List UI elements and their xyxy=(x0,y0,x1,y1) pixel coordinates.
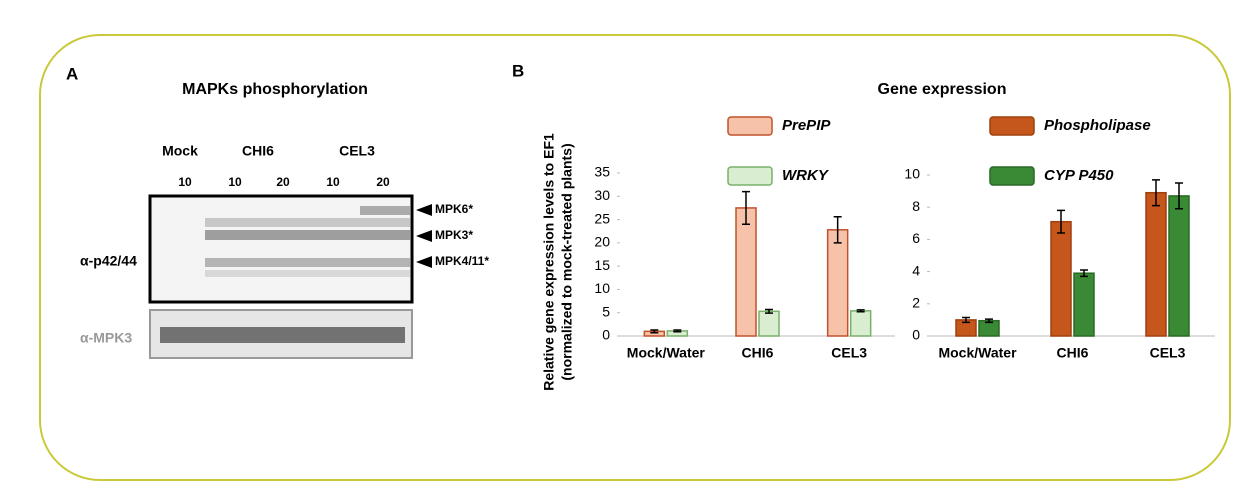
error-bar xyxy=(673,329,682,333)
blot xyxy=(148,194,414,359)
lane-label: 10 xyxy=(178,175,192,189)
error-bar xyxy=(985,318,993,324)
legend-label: WRKY xyxy=(782,167,830,184)
lane-label: 10 xyxy=(326,175,340,189)
bar xyxy=(758,310,780,337)
legend-swatch xyxy=(989,116,1035,136)
y-axis-label: (normalized to mock-treated plants) xyxy=(559,143,575,380)
y-axis-label: Relative gene expression levels to EF1 xyxy=(541,133,557,391)
error-bar xyxy=(962,316,970,324)
x-tick-label: CHI6 xyxy=(1057,345,1089,361)
legend-swatch xyxy=(989,166,1035,186)
y-tick-label: 8 xyxy=(912,198,920,214)
legend-swatch xyxy=(727,116,773,136)
bar xyxy=(1050,220,1072,337)
band-label: MPK4/11* xyxy=(435,254,489,268)
y-tick-label: 4 xyxy=(912,262,920,278)
antibody-label: α-MPK3 xyxy=(80,330,132,346)
error-bar xyxy=(650,329,659,334)
bar xyxy=(1145,191,1167,337)
error-bar xyxy=(1152,179,1160,207)
lane-label: 10 xyxy=(228,175,242,189)
bar xyxy=(1073,272,1095,337)
error-bar xyxy=(833,216,842,244)
x-tick-label: CHI6 xyxy=(742,345,774,361)
group-label: CEL3 xyxy=(339,143,375,159)
y-tick-label: 10 xyxy=(594,280,610,296)
error-bar xyxy=(1080,269,1088,278)
y-tick-label: 20 xyxy=(594,234,610,250)
y-tick-label: 25 xyxy=(594,210,610,226)
legend-label: CYP P450 xyxy=(1044,167,1114,184)
error-bar xyxy=(742,190,750,225)
bar xyxy=(849,310,872,337)
error-bar xyxy=(856,309,865,313)
band-arrow xyxy=(416,230,432,242)
panel-label: B xyxy=(512,61,524,80)
band-label: MPK6* xyxy=(435,202,473,216)
panel-label: A xyxy=(66,64,78,83)
y-tick-label: 10 xyxy=(904,166,920,182)
y-tick-label: 2 xyxy=(912,295,920,311)
y-tick-label: 0 xyxy=(912,327,920,343)
group-label: CHI6 xyxy=(242,143,274,159)
error-bar xyxy=(765,308,773,314)
y-tick-label: 0 xyxy=(602,327,610,343)
band-arrow xyxy=(416,256,432,268)
chart-title: Gene expression xyxy=(878,81,1007,98)
bar xyxy=(826,229,849,337)
blot-title: MAPKs phosphorylation xyxy=(182,81,368,98)
antibody-label: α-p42/44 xyxy=(80,253,137,269)
y-tick-label: 5 xyxy=(602,303,610,319)
x-tick-label: CEL3 xyxy=(831,345,867,361)
legend-label: PrePIP xyxy=(782,117,831,134)
x-tick-label: Mock/Water xyxy=(938,345,1017,361)
bar xyxy=(735,207,757,337)
group-label: Mock xyxy=(162,143,198,159)
legend-label: Phospholipase xyxy=(1044,117,1151,134)
band-arrow xyxy=(416,204,432,216)
bar xyxy=(1168,195,1190,337)
legend-swatch xyxy=(727,166,773,186)
frame xyxy=(39,34,1231,481)
x-tick-label: CEL3 xyxy=(1150,345,1186,361)
y-tick-label: 35 xyxy=(594,164,610,180)
error-bar xyxy=(1057,209,1065,234)
x-tick-label: Mock/Water xyxy=(627,345,706,361)
error-bar xyxy=(1175,182,1183,210)
y-tick-label: 30 xyxy=(594,187,610,203)
band-label: MPK3* xyxy=(435,228,473,242)
lane-label: 20 xyxy=(376,175,390,189)
y-tick-label: 6 xyxy=(912,230,920,246)
y-tick-label: 15 xyxy=(594,257,610,273)
lane-label: 20 xyxy=(276,175,290,189)
